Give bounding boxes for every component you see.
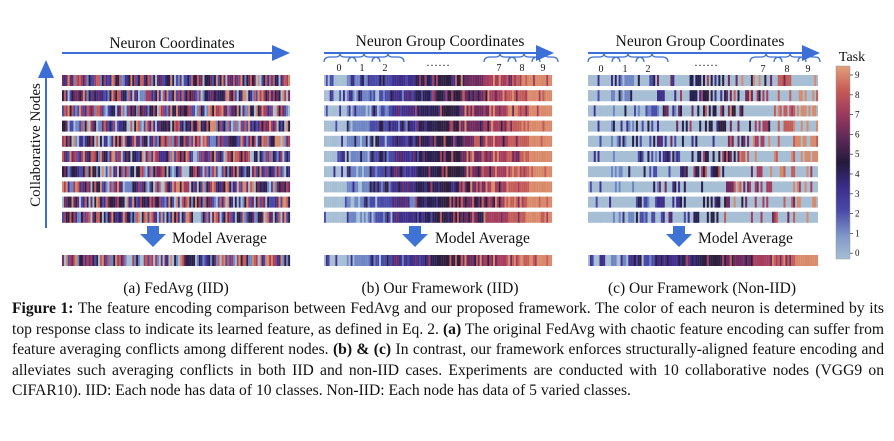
colorbar-tick-label: 7 [855,110,860,120]
group-label-0-c: 0 [599,64,604,75]
node-strip [62,196,291,208]
panel-b-group-labels: 0 1 2 …… 7 8 9 [323,52,559,74]
node-strip [62,90,291,102]
group-label-7: 7 [497,63,502,74]
panel-b-caption: (b) Our Framework (IID) [361,280,518,297]
panel-a-average-label: Model Average [172,230,267,247]
panel-c-group-labels: 0 1 2 …… 7 8 9 [587,52,821,75]
group-label-0: 0 [337,63,342,74]
averaged-model-strip [588,255,819,266]
group-label-ellipsis-c: …… [694,55,718,69]
node-strip [588,105,818,117]
down-arrow-icon [402,226,428,247]
node-strip [324,75,553,86]
node-strip [62,181,291,193]
panel-b-header: Neuron Group Coordinates [324,33,554,61]
node-strip [324,211,553,223]
node-strip [324,105,553,117]
group-label-2-c: 2 [646,64,651,75]
node-strip [324,135,553,147]
node-strip [324,120,553,132]
y-axis: Collaborative Nodes [28,60,54,228]
colorbar-tick-label: 5 [855,149,860,159]
averaged-model-strip [324,255,553,266]
colorbar-ticks: 9 8 7 6 5 4 3 2 1 0 [850,70,860,258]
caption-body-2: The original FedAvg with chaotic feature… [12,320,884,359]
colorbar-tick-label: 0 [855,248,860,258]
caption-body-1: The feature encoding comparison between … [12,300,884,338]
colorbar-tick-label: 4 [855,169,860,179]
node-strip [62,151,291,162]
node-strip [588,151,819,162]
group-label-1-c: 1 [623,64,628,75]
node-strip [62,120,291,132]
group-label-7-c: 7 [761,64,766,75]
panel-a-header: Neuron Coordinates [62,35,290,61]
node-strip [588,90,819,102]
group-label-8-c: 8 [785,64,790,75]
caption-bold-a: (a) [442,320,462,338]
node-strip [588,166,818,178]
panel-c-model-average: Model Average [666,226,793,247]
colorbar-tick-label: 9 [855,70,860,80]
figure-panels: Collaborative Nodes Neuron Coordinates N… [28,33,865,297]
caption-body-3: In contrast, our framework enforces stru… [12,341,884,400]
panel-b-header-label: Neuron Group Coordinates [356,33,525,50]
caption-bold-bc: (b) & (c) [332,341,392,359]
colorbar-tick-label: 3 [855,189,860,199]
node-strip [62,135,291,147]
down-arrow-icon [140,226,166,247]
node-strip [62,166,291,178]
colorbar-title: Task [839,50,865,65]
node-strip [588,181,818,193]
node-strip [588,196,818,208]
node-strip [324,196,553,208]
colorbar-gradient [835,65,851,260]
colorbar-tick-label: 2 [855,209,860,219]
panel-a-node-strips [62,75,291,266]
node-strip [324,90,553,102]
colorbar-tick-label: 1 [855,228,860,238]
node-strip [588,120,819,132]
y-axis-label: Collaborative Nodes [28,83,44,207]
panel-c-caption: (c) Our Framework (Non-IID) [608,280,796,297]
group-label-2: 2 [383,63,388,74]
panel-c-header-label: Neuron Group Coordinates [616,33,785,50]
node-strip [62,75,291,86]
group-label-9-c: 9 [806,64,811,75]
group-label-ellipsis: …… [426,55,450,69]
panel-b-average-label: Model Average [435,230,530,247]
group-label-9: 9 [541,63,546,74]
panel-c-node-strips [588,75,819,266]
down-arrow-icon [666,226,692,247]
colorbar-tick-label: 6 [855,129,860,139]
node-strip [62,105,291,117]
group-label-1: 1 [360,63,365,74]
panel-b-model-average: Model Average [402,226,530,247]
node-strip [324,166,553,178]
group-label-8: 8 [520,63,525,74]
node-strip [324,181,553,193]
panel-a-model-average: Model Average [140,226,267,247]
panel-a-header-label: Neuron Coordinates [109,35,234,52]
node-strip [588,211,818,223]
panel-b-node-strips [324,75,553,266]
node-strip [588,75,818,86]
panel-a-caption: (a) FedAvg (IID) [123,280,229,297]
panel-c-average-label: Model Average [698,230,793,247]
node-strip [588,135,819,147]
caption-figure-label: Figure 1: [12,300,74,317]
colorbar: Task 9 8 7 6 5 4 3 2 1 0 [835,50,865,260]
averaged-model-strip [62,255,291,266]
node-strip [324,151,553,162]
figure-caption: Figure 1: The feature encoding compariso… [12,299,884,402]
panel-c-header: Neuron Group Coordinates [588,33,820,61]
colorbar-tick-label: 8 [855,90,860,100]
node-strip [62,211,291,223]
